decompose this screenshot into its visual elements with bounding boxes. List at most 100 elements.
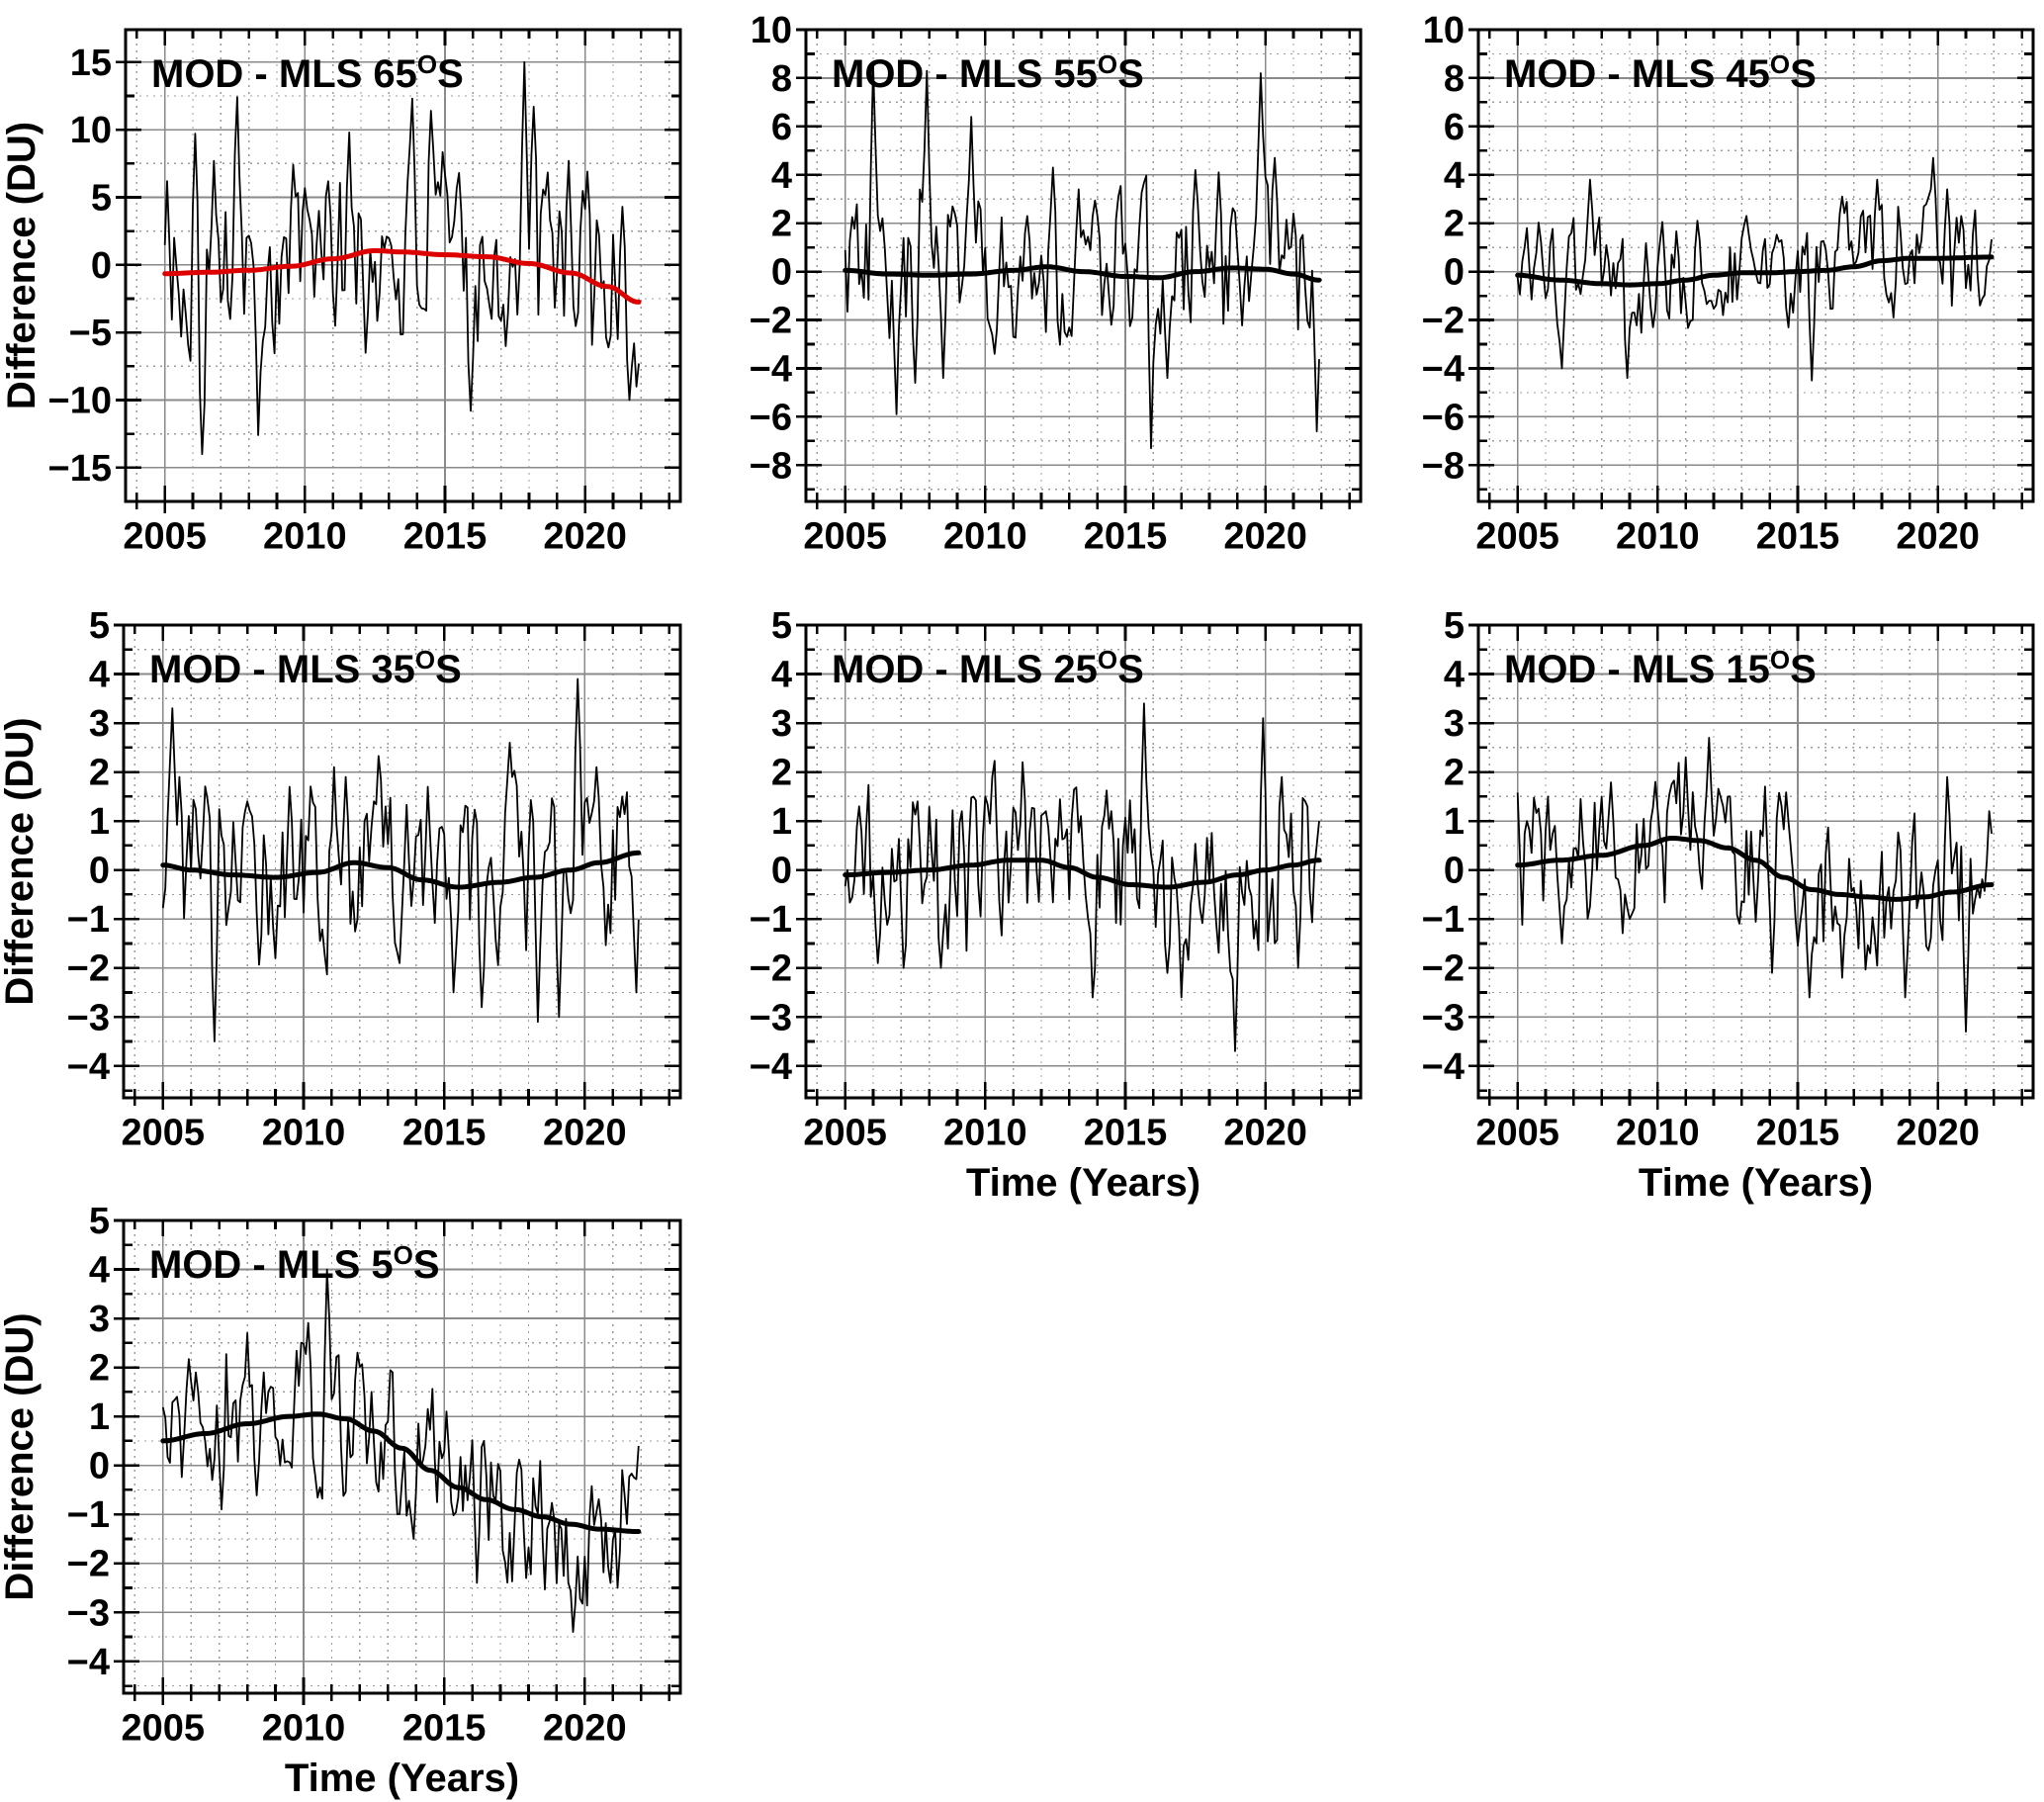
- x-tick-label: 2010: [262, 1708, 346, 1750]
- y-tick-label: −2: [750, 948, 792, 990]
- y-tick-label: 6: [771, 107, 792, 148]
- y-tick-label: 4: [1444, 155, 1465, 197]
- trend-line: [162, 248, 642, 305]
- trend-line: [160, 850, 642, 890]
- y-tick-label: 0: [89, 851, 110, 892]
- panel-title: MOD - MLS 25OS: [832, 645, 1144, 691]
- y-axis-label: Difference (DU): [0, 1312, 42, 1600]
- y-tick-label: 2: [89, 1348, 110, 1390]
- y-axis-label: Difference (DU): [0, 717, 42, 1005]
- y-tick-label: −1: [1422, 899, 1465, 941]
- tick-marks: [1468, 623, 2033, 1110]
- y-tick-label: 0: [91, 245, 112, 287]
- x-tick-label: 2005: [1475, 516, 1559, 558]
- x-tick-label: 2020: [543, 1113, 627, 1154]
- x-tick-label: 2020: [1223, 1113, 1307, 1154]
- y-tick-label: −4: [1422, 348, 1465, 390]
- panel-55S: −8 −6 −4 −2 0 2 4 6 8 10 2005 2010 2015 2020 MOD - MLS…: [750, 10, 1363, 558]
- y-axis-label: Difference (DU): [0, 122, 44, 409]
- tick-marks: [796, 28, 1361, 513]
- y-tick-label: −4: [750, 348, 792, 390]
- tick-marks: [1468, 28, 2033, 513]
- x-tick-label: 2015: [402, 1708, 487, 1750]
- x-tick-label: 2010: [262, 1113, 346, 1154]
- y-tick-label: 5: [91, 177, 112, 219]
- trend-line: [160, 1411, 642, 1534]
- y-tick-label: 4: [771, 655, 792, 696]
- panel-title: MOD - MLS 15OS: [1504, 645, 1817, 691]
- x-tick-label: 2015: [1756, 516, 1840, 558]
- x-tick-label: 2005: [122, 1708, 206, 1750]
- x-axis-label: Time (Years): [966, 1161, 1200, 1205]
- x-tick-label: 2010: [1616, 516, 1700, 558]
- panel-5S: −4 −3 −2 −1 0 1 2 3 4 5 2005 2010 2015 2020 MOD - MLS …: [0, 1201, 682, 1800]
- panel-25S: −4 −3 −2 −1 0 1 2 3 4 5 2005 2010 2015 2020 MOD - MLS …: [750, 605, 1363, 1205]
- y-tick-label: 3: [771, 703, 792, 745]
- y-tick-label: 1: [89, 801, 110, 843]
- y-tick-label: −4: [750, 1046, 792, 1088]
- y-tick-label: 2: [771, 204, 792, 245]
- y-tick-label: 0: [771, 851, 792, 892]
- x-tick-label: 2010: [943, 516, 1027, 558]
- y-tick-label: −2: [1422, 948, 1465, 990]
- plot-frame: [1476, 623, 2035, 1100]
- x-tick-label: 2020: [1896, 516, 1980, 558]
- trend-line: [843, 264, 1322, 283]
- panel-title: MOD - MLS 35OS: [149, 645, 462, 691]
- panel-15S: −4 −3 −2 −1 0 1 2 3 4 5 2005 2010 2015 2020 MOD - MLS …: [1422, 605, 2035, 1205]
- y-tick-label: −15: [48, 448, 112, 490]
- y-tick-label: 2: [1444, 753, 1465, 794]
- y-tick-label: 6: [1444, 107, 1465, 148]
- difference-series: [844, 702, 1320, 1052]
- tick-marks: [114, 623, 680, 1110]
- y-tick-label: 4: [89, 655, 110, 696]
- y-tick-label: −1: [67, 899, 110, 941]
- y-tick-label: 1: [1444, 801, 1465, 843]
- y-tick-label: 5: [89, 1201, 110, 1242]
- y-tick-label: −1: [67, 1494, 110, 1536]
- tick-marks: [796, 623, 1361, 1110]
- difference-series: [844, 64, 1320, 450]
- y-tick-label: 1: [89, 1397, 110, 1438]
- y-tick-label: 15: [70, 43, 112, 84]
- y-tick-label: 8: [771, 58, 792, 100]
- y-tick-label: −4: [67, 1642, 110, 1683]
- y-tick-label: 0: [1444, 252, 1465, 294]
- x-tick-label: 2010: [943, 1113, 1027, 1154]
- difference-series: [1516, 156, 1993, 382]
- y-tick-label: −3: [67, 1592, 110, 1634]
- x-tick-label: 2015: [1084, 516, 1168, 558]
- x-axis-label: Time (Years): [285, 1757, 519, 1800]
- panel-35S: −4 −3 −2 −1 0 1 2 3 4 5 2005 2010 2015 2020 MOD - MLS …: [0, 605, 682, 1154]
- grid: [1478, 30, 2033, 501]
- y-tick-label: −3: [67, 997, 110, 1038]
- difference-series: [1516, 737, 1993, 1033]
- y-tick-label: 4: [1444, 655, 1465, 696]
- y-tick-label: −2: [750, 301, 792, 342]
- y-tick-label: −3: [1422, 997, 1465, 1038]
- y-tick-label: −3: [750, 997, 792, 1038]
- y-tick-label: 5: [89, 605, 110, 647]
- panel-45S: −8 −6 −4 −2 0 2 4 6 8 10 2005 2010 2015 2020 MOD - MLS…: [1422, 10, 2035, 558]
- panel-title: MOD - MLS 55OS: [832, 49, 1144, 96]
- plot-frame: [804, 623, 1363, 1100]
- y-tick-label: −2: [67, 1544, 110, 1585]
- plot-frame: [122, 1218, 682, 1695]
- y-tick-label: 3: [89, 703, 110, 745]
- y-tick-label: 2: [1444, 204, 1465, 245]
- x-tick-label: 2015: [403, 516, 488, 558]
- y-tick-label: 3: [89, 1299, 110, 1340]
- x-tick-label: 2005: [123, 516, 207, 558]
- y-tick-label: −4: [67, 1046, 110, 1088]
- y-tick-label: 10: [70, 110, 112, 151]
- difference-series: [161, 1268, 640, 1633]
- trend-line: [843, 857, 1322, 890]
- panel-title: MOD - MLS 45OS: [1504, 49, 1817, 96]
- y-tick-label: −2: [1422, 301, 1465, 342]
- y-tick-label: −10: [48, 380, 112, 421]
- x-tick-label: 2015: [402, 1113, 487, 1154]
- y-tick-label: 0: [1444, 851, 1465, 892]
- y-tick-label: 10: [1423, 10, 1465, 51]
